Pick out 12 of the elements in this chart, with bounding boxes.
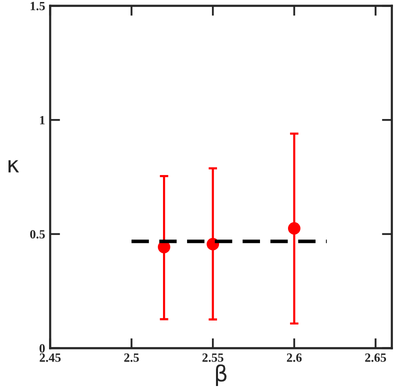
x-tick-label: 2.65: [365, 353, 386, 362]
y-axis-title: κ: [8, 160, 20, 172]
point: [288, 222, 300, 235]
y-tick-label: 1.5: [30, 2, 45, 10]
x-tick-label: 2.6: [286, 353, 302, 362]
y-tick-label: 0: [40, 344, 45, 353]
x-tick-label: 2.45: [40, 353, 61, 362]
x-axis-title: β: [216, 364, 226, 386]
y-tick-label: 0.5: [30, 230, 45, 239]
x-tick-label: 2.55: [202, 353, 224, 362]
y-tick-label: 1: [40, 116, 45, 124]
x-tick-label: 2.5: [124, 353, 139, 362]
